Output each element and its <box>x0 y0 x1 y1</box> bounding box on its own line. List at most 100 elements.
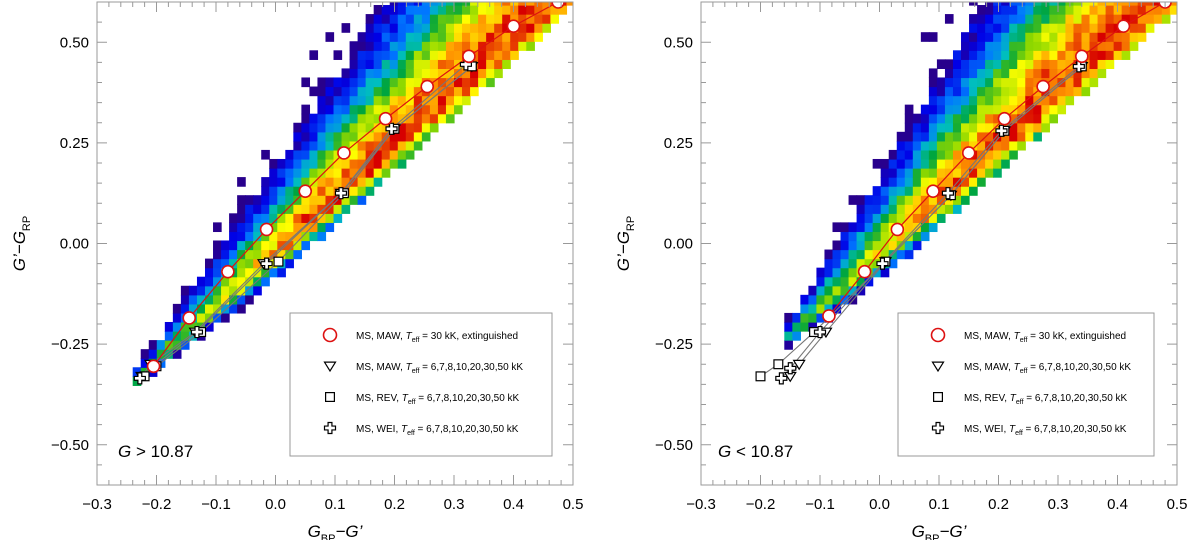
heatmap-cell <box>285 231 294 242</box>
heatmap-cell <box>1001 2 1010 6</box>
heatmap-cell <box>429 50 439 60</box>
heatmap-cell <box>936 95 946 106</box>
heatmap-cell <box>405 122 415 133</box>
heatmap-cell <box>1049 41 1059 51</box>
heatmap-cell <box>494 14 503 24</box>
heatmap-cell <box>293 240 302 251</box>
heatmap-cell <box>285 195 294 205</box>
extinguished-point <box>997 111 1012 126</box>
heatmap-cell <box>285 168 294 178</box>
heatmap-cell <box>1089 50 1099 60</box>
heatmap-cell <box>1097 5 1107 15</box>
heatmap-cell <box>912 131 922 142</box>
heatmap-cell <box>405 104 415 115</box>
y-tick-label: −0.50 <box>51 437 89 454</box>
heatmap-cell <box>333 168 343 178</box>
heatmap-cell <box>389 140 399 151</box>
heatmap-cell <box>365 50 375 60</box>
heatmap-cell <box>478 77 487 88</box>
heatmap-cell <box>349 113 359 124</box>
heatmap-cell <box>221 303 230 314</box>
heatmap-cell <box>880 222 890 233</box>
heatmap-cell <box>317 222 327 233</box>
heatmap-cell <box>1081 86 1091 97</box>
y-tick-label: −0.50 <box>655 437 693 454</box>
heatmap-cell <box>1001 14 1010 24</box>
heatmap-cell <box>341 104 351 115</box>
heatmap-cell <box>784 321 793 332</box>
heatmap-cell <box>840 285 850 296</box>
heatmap-cell <box>405 23 415 33</box>
heatmap-cell <box>1025 41 1034 51</box>
heatmap-cell <box>961 41 970 51</box>
heatmap-cell <box>912 195 922 205</box>
legend-label: MS, WEI, Teff = 6,7,8,10,20,30,50 kK <box>356 424 519 437</box>
heatmap-cell <box>437 77 447 88</box>
heatmap-cell <box>229 231 238 242</box>
heatmap-cell <box>405 140 415 151</box>
heatmap-cell <box>952 140 962 151</box>
heatmap-cell <box>896 149 906 160</box>
heatmap-cell <box>1073 5 1083 15</box>
heatmap-cell <box>961 95 970 106</box>
heatmap-cell <box>880 186 890 196</box>
heatmap-cell <box>381 41 391 51</box>
heatmap-cell <box>1041 5 1050 15</box>
heatmap-cell <box>904 195 914 205</box>
cross-point <box>995 124 1008 137</box>
heatmap-cell <box>1097 68 1107 79</box>
heatmap-cell <box>164 321 174 332</box>
heatmap-cell <box>952 77 962 88</box>
heatmap-cell <box>985 5 994 15</box>
heatmap-cell <box>325 149 335 160</box>
heatmap-cell <box>1025 68 1034 79</box>
heatmap-cell <box>277 204 286 214</box>
heatmap-cell <box>357 77 367 88</box>
heatmap-cell <box>325 186 335 196</box>
heatmap-cell <box>397 23 407 33</box>
heatmap-cell <box>269 158 278 169</box>
heatmap-cell <box>486 50 495 60</box>
heatmap-cell <box>792 331 801 341</box>
heatmap-cell <box>856 195 866 205</box>
heatmap-cell <box>285 158 294 169</box>
heatmap-cell <box>317 113 327 124</box>
heatmap-cell <box>204 258 214 269</box>
heatmap-cell <box>172 349 182 359</box>
heatmap-cell <box>961 131 970 142</box>
heatmap-cell <box>357 41 367 51</box>
heatmap-cell <box>341 140 351 151</box>
heatmap-cell <box>277 186 286 196</box>
heatmap-cell <box>1017 131 1026 142</box>
heatmap-cell <box>993 32 1002 42</box>
heatmap-cell <box>944 14 954 24</box>
heatmap-cell <box>1057 77 1067 88</box>
legend-label: MS, MAW, Teff = 6,7,8,10,20,30,50 kK <box>356 362 523 375</box>
heatmap-cell <box>1001 95 1010 106</box>
heatmap-cell <box>405 113 415 124</box>
heatmap-cell <box>309 149 319 160</box>
heatmap-cell <box>285 240 294 251</box>
heatmap-cell <box>285 222 294 233</box>
heatmap-cell <box>269 195 278 205</box>
heatmap-cell <box>261 276 270 287</box>
heatmap-cell <box>848 276 858 287</box>
heatmap-cell <box>317 95 327 106</box>
y-tick-label: −0.25 <box>655 336 693 353</box>
heatmap-cell <box>566 2 573 6</box>
heatmap-cell <box>293 231 302 242</box>
axis-ticks <box>96 1 574 486</box>
heatmap-cell <box>1033 23 1042 33</box>
heatmap-cell <box>196 294 206 305</box>
heatmap-cell <box>357 168 367 178</box>
heatmap-cell <box>1145 2 1155 6</box>
heatmap-cell <box>1049 77 1059 88</box>
heatmap-cell <box>1017 59 1026 70</box>
heatmap-cell <box>486 2 495 6</box>
x-tick-label: −0.1 <box>201 496 231 513</box>
heatmap-cell <box>365 59 375 70</box>
heatmap-cell <box>896 158 906 169</box>
heatmap-cell <box>204 303 214 314</box>
heatmap-cell <box>904 249 914 260</box>
heatmap-cell <box>1081 5 1091 15</box>
